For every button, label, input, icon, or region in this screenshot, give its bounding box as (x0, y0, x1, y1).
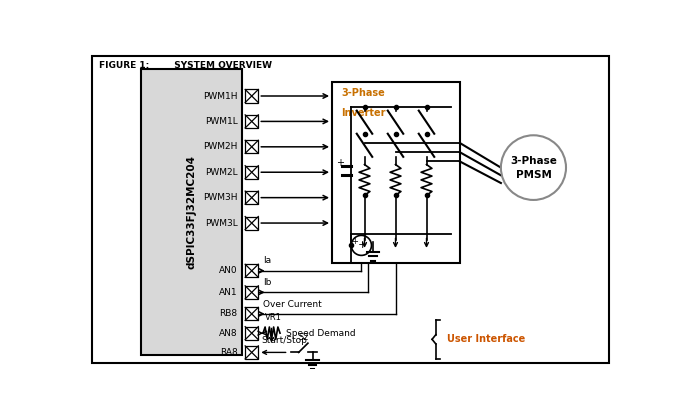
Text: RB8: RB8 (220, 310, 237, 318)
Bar (245, 140, 259, 154)
Bar (332, 82, 460, 263)
Text: dSPIC33FJ32MC204: dSPIC33FJ32MC204 (187, 155, 197, 269)
Text: Ia: Ia (263, 256, 271, 266)
Text: 3-Phase: 3-Phase (341, 88, 385, 98)
Text: Speed Demand: Speed Demand (286, 329, 356, 338)
Bar (245, 327, 259, 340)
Text: Start/Stop: Start/Stop (261, 336, 307, 345)
Text: VR1: VR1 (265, 312, 281, 322)
Text: Over Current: Over Current (263, 300, 321, 308)
Text: PWM3H: PWM3H (203, 193, 237, 202)
Bar (245, 264, 259, 277)
Circle shape (501, 135, 566, 200)
Bar (245, 166, 259, 179)
Text: +: + (337, 158, 345, 168)
Text: User Interface: User Interface (447, 334, 525, 344)
Text: PWM1L: PWM1L (205, 117, 237, 126)
Text: PWM3L: PWM3L (205, 219, 237, 227)
Text: Ib: Ib (263, 278, 272, 287)
Text: +: + (358, 240, 367, 250)
Text: RA8: RA8 (220, 348, 237, 357)
Bar (245, 90, 259, 103)
Bar (245, 308, 259, 320)
Text: PMSM: PMSM (516, 170, 551, 180)
Text: AN1: AN1 (219, 288, 237, 297)
Text: S2: S2 (298, 333, 308, 342)
Text: FIGURE 1:        SYSTEM OVERVIEW: FIGURE 1: SYSTEM OVERVIEW (99, 61, 272, 71)
Text: AN0: AN0 (219, 266, 237, 275)
Bar (245, 346, 259, 359)
Text: 3-Phase: 3-Phase (510, 156, 557, 166)
Bar (142, 69, 242, 356)
Text: PWM2L: PWM2L (205, 168, 237, 177)
Text: +: + (351, 237, 358, 246)
Bar (245, 115, 259, 128)
Bar (245, 217, 259, 229)
Circle shape (352, 235, 371, 255)
Text: AN8: AN8 (219, 329, 237, 338)
Bar (245, 286, 259, 299)
Text: Inverter: Inverter (341, 108, 386, 118)
Text: PWM1H: PWM1H (203, 91, 237, 100)
Text: PWM2H: PWM2H (203, 142, 237, 151)
Bar (245, 191, 259, 204)
